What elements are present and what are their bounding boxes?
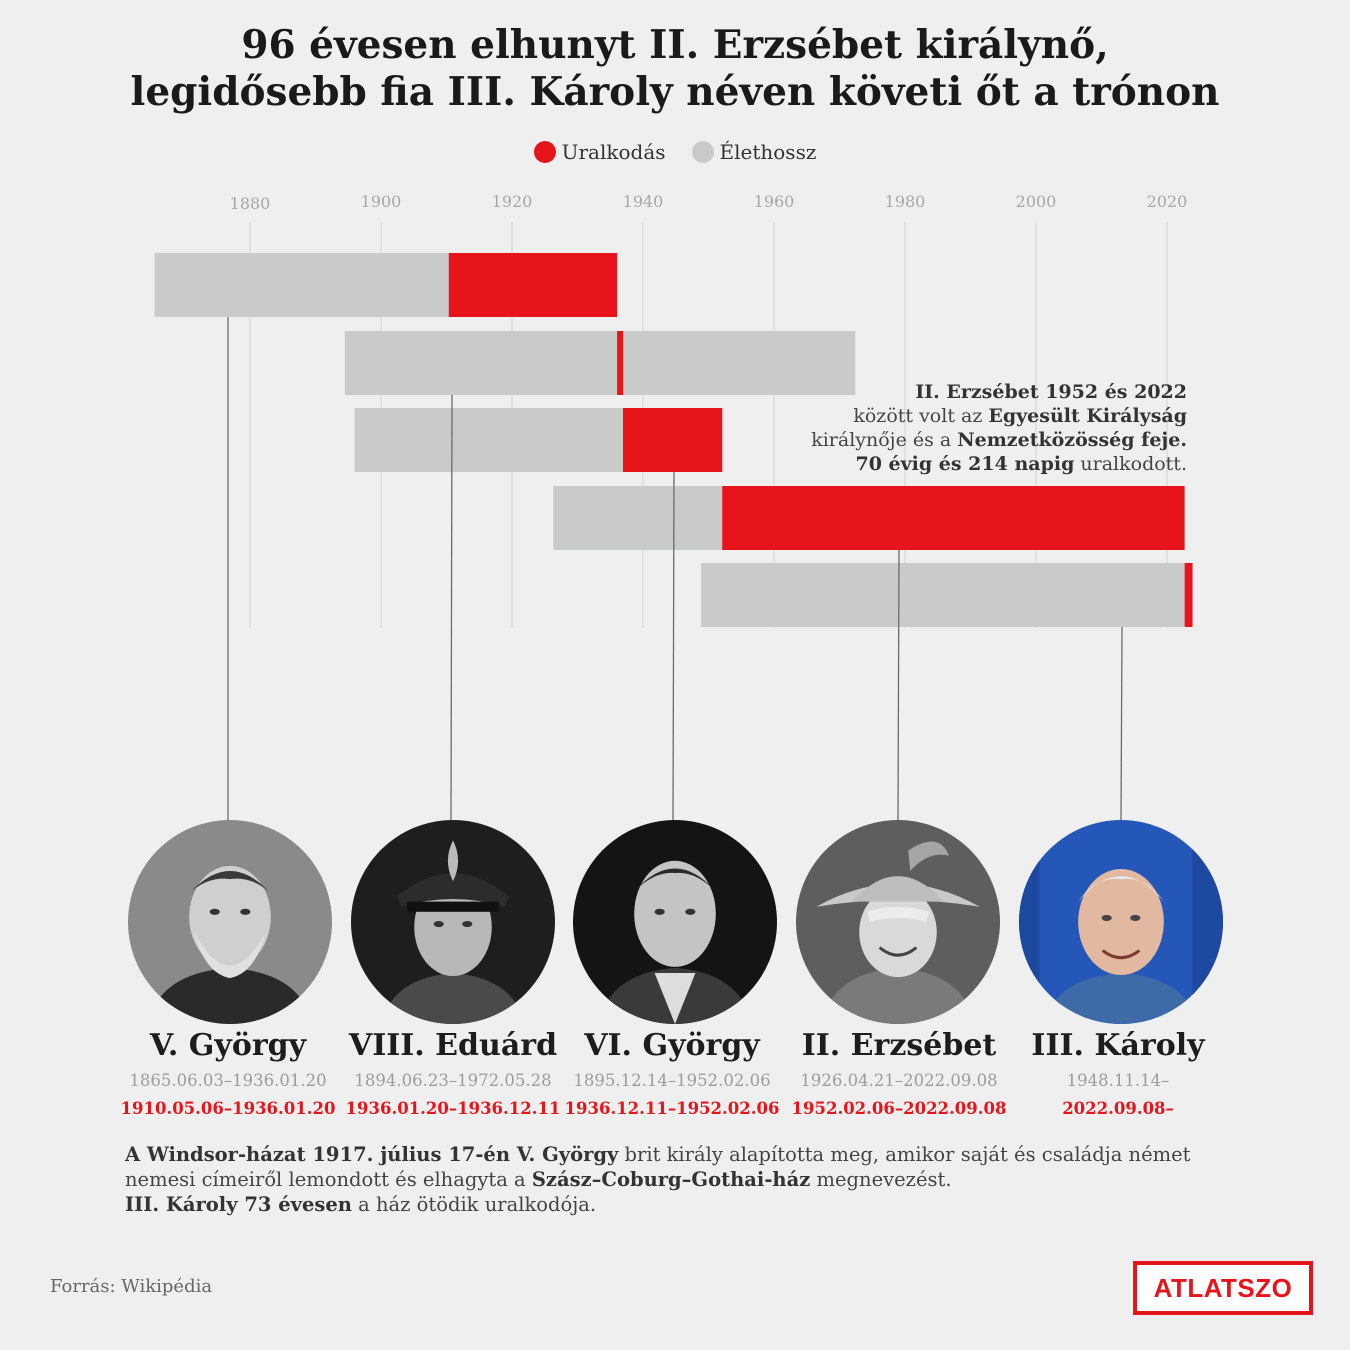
- x-tick-label-1920: 1920: [492, 192, 533, 211]
- portrait-charles-iii: [1019, 820, 1223, 1024]
- annotation-line-3b: Nemzetközösség feje.: [957, 429, 1187, 451]
- life-dates-elizabeth-ii: 1926.04.21–2022.09.08: [800, 1071, 998, 1090]
- life-dates-charles-iii: 1948.11.14–: [1066, 1071, 1170, 1090]
- x-tick-label-1940: 1940: [623, 192, 664, 211]
- monarch-name-george-v: V. György: [149, 1028, 307, 1063]
- life-dates-edward-viii: 1894.06.23–1972.05.28: [354, 1071, 552, 1090]
- monarch-name-charles-iii: III. Károly: [1031, 1028, 1205, 1063]
- annotation-line-3a: királynője és a: [811, 429, 958, 451]
- reign-dates-elizabeth-ii: 1952.02.06–2022.09.08: [791, 1099, 1007, 1118]
- monarch-name-elizabeth-ii: II. Erzsébet: [801, 1028, 997, 1063]
- monarch-name-george-vi: VI. György: [584, 1028, 760, 1063]
- x-tick-label-2000: 2000: [1016, 192, 1057, 211]
- portrait-elizabeth-ii: [796, 820, 1000, 1024]
- legend-label-reign: Uralkodás: [561, 140, 666, 164]
- connector-ii-erzs-bet: [897, 549, 900, 821]
- annotation-line-2a: között volt az: [853, 405, 989, 427]
- title-line-2: legidősebb fia III. Károly néven követi …: [130, 69, 1220, 115]
- footnote-1d: megnevezést.: [810, 1168, 952, 1191]
- atlatszo-logo[interactable]: ATLATSZO: [1133, 1261, 1313, 1315]
- connector-vi-gy-rgy: [672, 471, 675, 821]
- annotation-line-4b: uralkodott.: [1074, 453, 1187, 475]
- legend-item-life: Élethossz: [691, 140, 817, 164]
- reign-bar-vi-gy-rgy: [623, 408, 723, 472]
- annotation-line-1: II. Erzsébet 1952 és 2022: [915, 381, 1187, 403]
- reign-bar-iii-k-roly: [1184, 563, 1193, 627]
- reign-bar-v-gy-rgy: [448, 253, 618, 317]
- reign-bar-viii-edu-rd: [617, 331, 624, 395]
- logo-text: ATLATSZO: [1153, 1272, 1293, 1303]
- footnote-paragraph-1: A Windsor-házat 1917. július 17-én V. Gy…: [125, 1142, 1205, 1192]
- portrait-edward-viii: [351, 820, 555, 1024]
- reign-bar-ii-erzs-bet: [722, 486, 1185, 550]
- x-tick-label-1980: 1980: [885, 192, 926, 211]
- connector-iii-k-roly: [1120, 626, 1123, 821]
- x-tick-label-2020: 2020: [1147, 192, 1188, 211]
- reign-dates-george-vi: 1936.12.11–1952.02.06: [564, 1099, 780, 1118]
- connector-viii-edu-rd: [450, 394, 453, 821]
- life-dates-george-v: 1865.06.03–1936.01.20: [129, 1071, 327, 1090]
- life-bar-iii-k-roly: [701, 563, 1185, 627]
- reign-dates-george-v: 1910.05.06–1936.01.20: [120, 1099, 336, 1118]
- portrait-george-v: [128, 820, 332, 1024]
- monarch-name-edward-viii: VIII. Eduárd: [348, 1028, 558, 1063]
- page-title: 96 évesen elhunyt II. Erzsébet királynő,…: [0, 22, 1350, 116]
- life-dates-george-vi: 1895.12.14–1952.02.06: [573, 1071, 771, 1090]
- x-tick-label-1900: 1900: [361, 192, 402, 211]
- footnote: A Windsor-házat 1917. július 17-én V. Gy…: [125, 1142, 1205, 1217]
- legend-swatch-life: [691, 141, 714, 163]
- title-line-1: 96 évesen elhunyt II. Erzsébet királynő,: [241, 22, 1109, 68]
- footnote-1b: brit király alapította meg, amikor saját…: [125, 1143, 1191, 1191]
- legend-label-life: Élethossz: [719, 140, 817, 164]
- legend: Uralkodás Élethossz: [0, 140, 1350, 164]
- footnote-2b: a ház ötödik uralkodója.: [351, 1193, 597, 1216]
- footnote-paragraph-2: III. Károly 73 évesen a ház ötödik uralk…: [125, 1192, 1205, 1217]
- footnote-1a: A Windsor-házat 1917. július 17-én V. Gy…: [125, 1143, 619, 1166]
- footnote-1c: Szász–Coburg–Gothai-ház: [531, 1168, 811, 1191]
- reign-dates-charles-iii: 2022.09.08–: [1062, 1099, 1174, 1118]
- reign-dates-edward-viii: 1936.01.20–1936.12.11: [345, 1099, 561, 1118]
- footnote-2a: III. Károly 73 évesen: [125, 1193, 352, 1216]
- source-credit: Forrás: Wikipédia: [50, 1276, 213, 1297]
- annotation-line-2b: Egyesült Királyság: [988, 405, 1187, 427]
- x-tick-label-1880: 1880: [230, 194, 271, 213]
- x-tick-label-1960: 1960: [754, 192, 795, 211]
- legend-swatch-reign: [533, 141, 556, 163]
- life-bar-viii-edu-rd: [344, 331, 856, 395]
- annotation-line-4a: 70 évig és 214 napig: [855, 453, 1075, 475]
- legend-item-reign: Uralkodás: [533, 140, 666, 164]
- portrait-george-vi: [573, 820, 777, 1024]
- reign-annotation: II. Erzsébet 1952 és 2022 között volt az…: [767, 380, 1187, 476]
